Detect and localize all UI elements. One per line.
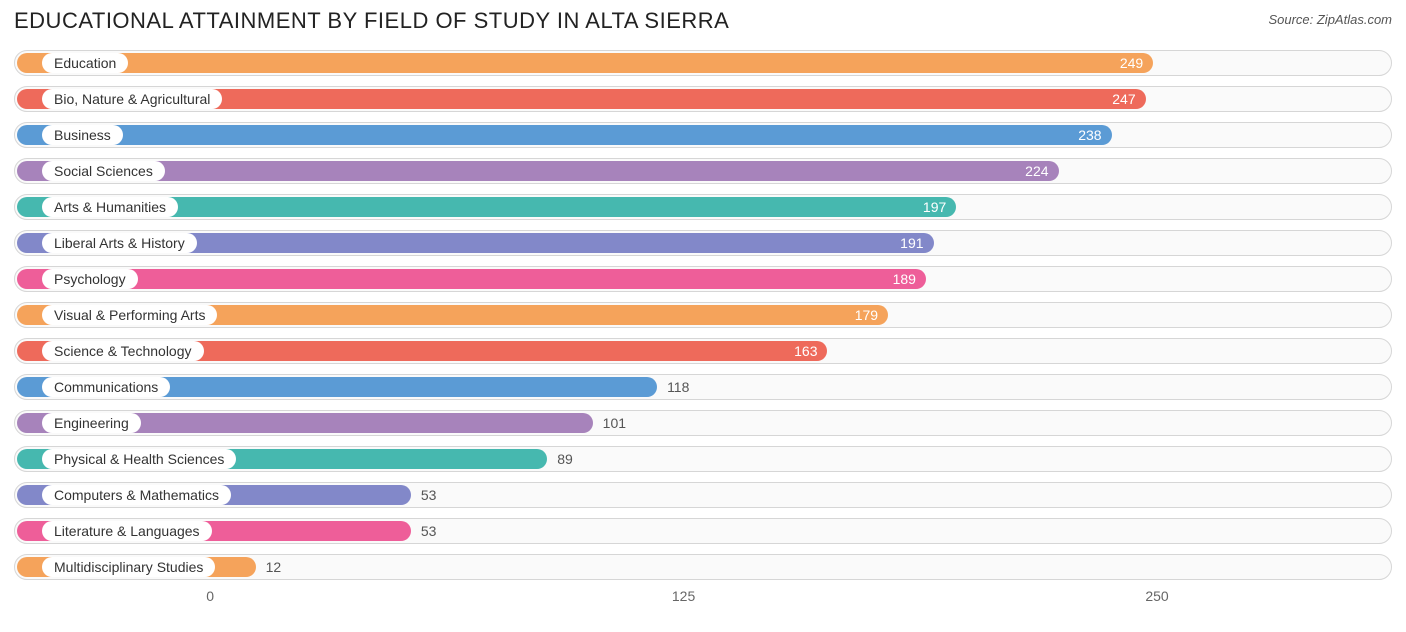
bar-label: Physical & Health Sciences (42, 449, 236, 469)
bar-row: Communications 118 (14, 372, 1392, 402)
bar-value: 224 (1025, 162, 1048, 180)
bar-row: Bio, Nature & Agricultural 247 (14, 84, 1392, 114)
bar-row: Multidisciplinary Studies 12 (14, 552, 1392, 582)
axis-tick: 0 (206, 588, 214, 604)
x-axis: 0 125 250 (14, 588, 1392, 618)
bar-row: Business 238 (14, 120, 1392, 150)
bar-row: Education 249 (14, 48, 1392, 78)
bar (17, 53, 1153, 73)
bar-value: 163 (794, 342, 817, 360)
bar-label: Psychology (42, 269, 138, 289)
bar-row: Engineering 101 (14, 408, 1392, 438)
bar-label: Science & Technology (42, 341, 204, 361)
bar-value: 118 (667, 378, 689, 396)
chart-source: Source: ZipAtlas.com (1268, 8, 1392, 27)
bar-value: 179 (855, 306, 878, 324)
bar (17, 269, 926, 289)
bar-row: Science & Technology 163 (14, 336, 1392, 366)
bar-label: Multidisciplinary Studies (42, 557, 215, 577)
bar-row: Physical & Health Sciences 89 (14, 444, 1392, 474)
bar-row: Liberal Arts & History 191 (14, 228, 1392, 258)
bar (17, 161, 1059, 181)
bar-label: Computers & Mathematics (42, 485, 231, 505)
bar-label: Arts & Humanities (42, 197, 178, 217)
bar-value: 89 (557, 450, 573, 468)
bar-label: Communications (42, 377, 170, 397)
bar-row: Psychology 189 (14, 264, 1392, 294)
bar-value: 101 (603, 414, 626, 432)
bar-row: Social Sciences 224 (14, 156, 1392, 186)
bar-label: Liberal Arts & History (42, 233, 197, 253)
bar-label: Visual & Performing Arts (42, 305, 217, 325)
bar-value: 53 (421, 486, 437, 504)
bar-value: 238 (1078, 126, 1101, 144)
bar-label: Business (42, 125, 123, 145)
axis-tick: 125 (672, 588, 695, 604)
bar-value: 12 (266, 558, 282, 576)
axis-tick: 250 (1145, 588, 1168, 604)
bar-row: Literature & Languages 53 (14, 516, 1392, 546)
bar-value: 249 (1120, 54, 1143, 72)
bar-label: Engineering (42, 413, 141, 433)
bar-label: Literature & Languages (42, 521, 212, 541)
bar-value: 189 (893, 270, 916, 288)
bar-chart: Education 249 Bio, Nature & Agricultural 24… (14, 48, 1392, 582)
bar-row: Visual & Performing Arts 179 (14, 300, 1392, 330)
bar (17, 125, 1112, 145)
bar-label: Social Sciences (42, 161, 165, 181)
bar-label: Education (42, 53, 128, 73)
chart-title: EDUCATIONAL ATTAINMENT BY FIELD OF STUDY… (14, 8, 729, 34)
bar-value: 247 (1112, 90, 1135, 108)
bar-value: 53 (421, 522, 437, 540)
bar-row: Computers & Mathematics 53 (14, 480, 1392, 510)
chart-header: EDUCATIONAL ATTAINMENT BY FIELD OF STUDY… (14, 8, 1392, 34)
bar-label: Bio, Nature & Agricultural (42, 89, 222, 109)
bar-value: 197 (923, 198, 946, 216)
bar-value: 191 (900, 234, 923, 252)
bar-row: Arts & Humanities 197 (14, 192, 1392, 222)
